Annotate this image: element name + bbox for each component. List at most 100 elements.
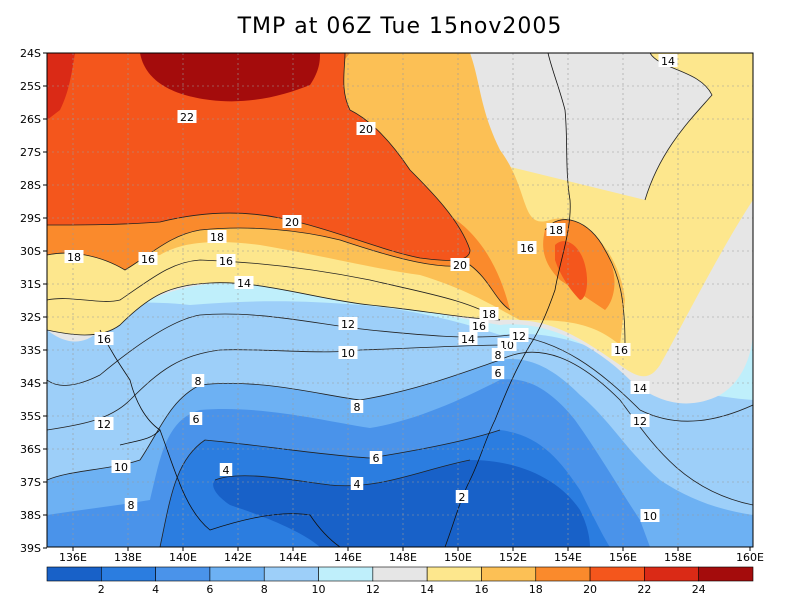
colorbar-label: 10 bbox=[312, 583, 326, 596]
y-tick-label: 38S bbox=[20, 509, 41, 522]
svg-text:4: 4 bbox=[223, 464, 230, 477]
coastline bbox=[99, 53, 571, 547]
contour-label: 14 bbox=[630, 381, 650, 395]
contour-label: 20 bbox=[356, 122, 376, 136]
y-tick-label: 28S bbox=[20, 179, 41, 192]
colorbar-swatch bbox=[155, 566, 211, 582]
map-frame bbox=[46, 52, 754, 548]
svg-text:16: 16 bbox=[520, 242, 534, 255]
contour-label: 16 bbox=[611, 343, 631, 357]
svg-text:6: 6 bbox=[373, 452, 380, 465]
svg-text:16: 16 bbox=[97, 333, 111, 346]
contour-label: 12 bbox=[338, 317, 358, 331]
y-tick-label: 39S bbox=[20, 542, 41, 555]
x-tick-label: 142E bbox=[224, 551, 252, 564]
svg-text:18: 18 bbox=[210, 231, 224, 244]
contour-label: 4 bbox=[219, 463, 233, 477]
x-tick-label: 158E bbox=[664, 551, 692, 564]
contour-label: 16 bbox=[94, 332, 114, 346]
svg-text:16: 16 bbox=[614, 344, 628, 357]
band-22-24-core bbox=[555, 241, 588, 300]
contour-line bbox=[214, 459, 471, 487]
x-tick-label: 148E bbox=[389, 551, 417, 564]
colorbar-label: 24 bbox=[692, 583, 706, 596]
coastline-gulf bbox=[99, 329, 161, 446]
x-tick-label: 160E bbox=[736, 551, 764, 564]
colorbar-swatch bbox=[318, 566, 374, 582]
contour-label: 18 bbox=[64, 250, 84, 264]
svg-text:16: 16 bbox=[472, 320, 486, 333]
band-24-plus-west bbox=[47, 53, 75, 120]
x-tick-label: 140E bbox=[169, 551, 197, 564]
svg-text:2: 2 bbox=[459, 491, 466, 504]
x-tick-label: 144E bbox=[279, 551, 307, 564]
svg-text:10: 10 bbox=[643, 510, 657, 523]
svg-text:14: 14 bbox=[633, 382, 647, 395]
contour-label: 14 bbox=[658, 54, 678, 68]
y-tick-label: 27S bbox=[20, 146, 41, 159]
contour-label: 18 bbox=[207, 230, 227, 244]
colorbar-label: 2 bbox=[98, 583, 105, 596]
colorbar-swatch bbox=[101, 566, 156, 582]
contour-label: 8 bbox=[491, 348, 505, 362]
svg-text:22: 22 bbox=[180, 111, 194, 124]
contour-label: 6 bbox=[189, 412, 203, 426]
contour-label: 8 bbox=[350, 400, 364, 414]
svg-text:20: 20 bbox=[453, 259, 467, 272]
colorbar-label: 14 bbox=[420, 583, 434, 596]
contour-label: 10 bbox=[640, 509, 660, 523]
svg-text:12: 12 bbox=[341, 318, 355, 331]
y-tick-label: 35S bbox=[20, 410, 41, 423]
x-tick-label: 138E bbox=[114, 551, 142, 564]
contour-label: 16 bbox=[138, 252, 158, 266]
colorbar-swatch bbox=[698, 566, 754, 582]
colorbar-label: 16 bbox=[474, 583, 488, 596]
band-2-4 bbox=[213, 460, 590, 547]
svg-text:14: 14 bbox=[237, 277, 251, 290]
coastline-south bbox=[159, 429, 341, 547]
colorbar-label: 22 bbox=[637, 583, 651, 596]
band-24-plus bbox=[140, 53, 320, 102]
x-axis-ticks: 136E 138E 140E 142E 144E 146E 148E 150E 152E 154E… bbox=[59, 547, 764, 564]
colorbar-label: 6 bbox=[206, 583, 213, 596]
y-tick-label: 32S bbox=[20, 311, 41, 324]
colorbar-swatch bbox=[535, 566, 591, 582]
colorbar: 2 4 6 8 10 12 14 16 18 20 22 24 bbox=[46, 566, 754, 596]
svg-text:6: 6 bbox=[193, 413, 200, 426]
contour-labels: 1422201820181620161416181618161414121210… bbox=[64, 54, 678, 523]
y-tick-label: 31S bbox=[20, 278, 41, 291]
svg-text:8: 8 bbox=[354, 401, 361, 414]
y-tick-label: 29S bbox=[20, 212, 41, 225]
svg-text:16: 16 bbox=[141, 253, 155, 266]
coastline-east bbox=[444, 53, 571, 547]
colorbar-swatch bbox=[589, 566, 645, 582]
svg-text:20: 20 bbox=[285, 216, 299, 229]
colorbar-label: 12 bbox=[366, 583, 380, 596]
band-22-24 bbox=[47, 53, 470, 261]
svg-text:4: 4 bbox=[354, 478, 361, 491]
contour-label: 8 bbox=[124, 498, 138, 512]
svg-text:16: 16 bbox=[219, 255, 233, 268]
svg-text:8: 8 bbox=[495, 349, 502, 362]
x-tick-label: 136E bbox=[59, 551, 87, 564]
contour-label: 12 bbox=[94, 417, 114, 431]
x-tick-label: 146E bbox=[334, 551, 362, 564]
colorbar-swatch bbox=[372, 566, 428, 582]
colorbar-swatch bbox=[644, 566, 699, 582]
contour-line bbox=[544, 219, 626, 346]
contour-label: 10 bbox=[111, 460, 131, 474]
colorbar-swatch bbox=[209, 566, 265, 582]
x-tick-label: 154E bbox=[554, 551, 582, 564]
contour-line bbox=[47, 282, 501, 336]
colorbar-label: 4 bbox=[152, 583, 159, 596]
svg-text:12: 12 bbox=[97, 418, 111, 431]
svg-text:6: 6 bbox=[495, 367, 502, 380]
y-tick-label: 36S bbox=[20, 443, 41, 456]
contour-label: 4 bbox=[350, 477, 364, 491]
colorbar-label: 8 bbox=[261, 583, 268, 596]
contour-label: 6 bbox=[369, 451, 383, 465]
x-tick-label: 152E bbox=[499, 551, 527, 564]
svg-text:8: 8 bbox=[128, 499, 135, 512]
contour-label: 12 bbox=[509, 329, 529, 343]
